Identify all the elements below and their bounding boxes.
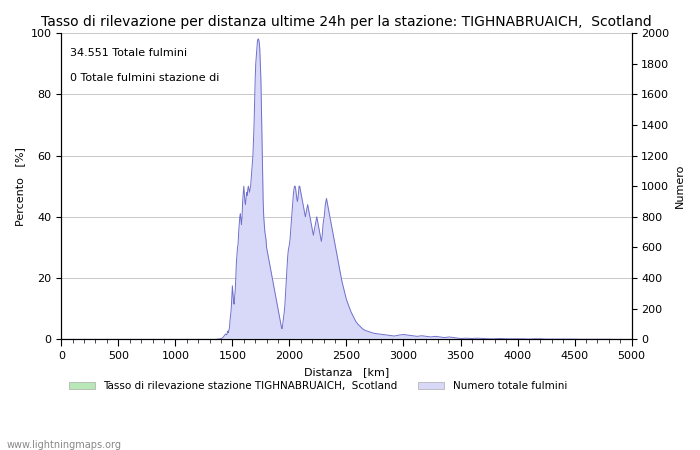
Title: Tasso di rilevazione per distanza ultime 24h per la stazione: TIGHNABRUAICH,  Sc: Tasso di rilevazione per distanza ultime…	[41, 15, 652, 29]
Text: www.lightningmaps.org: www.lightningmaps.org	[7, 440, 122, 450]
Y-axis label: Numero: Numero	[675, 164, 685, 208]
Text: 0 Totale fulmini stazione di: 0 Totale fulmini stazione di	[70, 73, 219, 83]
Y-axis label: Percento   [%]: Percento [%]	[15, 147, 25, 225]
X-axis label: Distanza   [km]: Distanza [km]	[304, 367, 389, 377]
Text: 34.551 Totale fulmini: 34.551 Totale fulmini	[70, 48, 187, 58]
Legend: Tasso di rilevazione stazione TIGHNABRUAICH,  Scotland, Numero totale fulmini: Tasso di rilevazione stazione TIGHNABRUA…	[64, 377, 571, 396]
